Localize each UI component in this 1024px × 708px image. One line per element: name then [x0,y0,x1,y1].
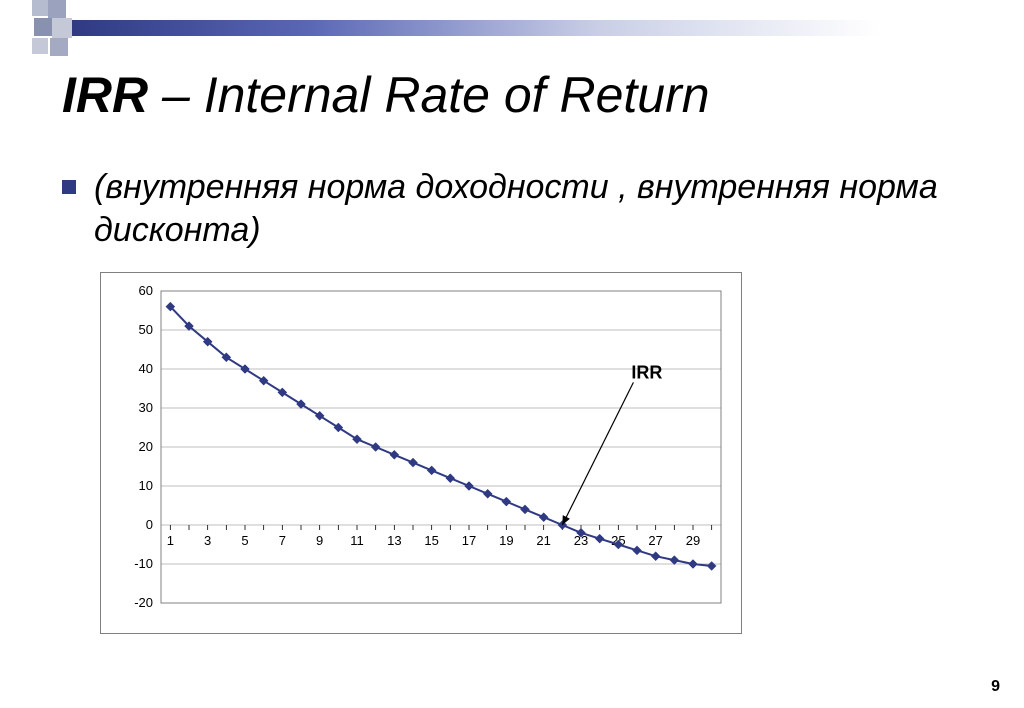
deco-square [50,38,68,56]
deco-square [32,38,48,54]
bullet-marker [62,180,76,194]
deco-square [48,0,66,18]
svg-text:30: 30 [139,400,153,415]
svg-text:10: 10 [139,478,153,493]
slide-number: 9 [991,678,1000,696]
chart-svg: -20-100102030405060135791113151719212325… [101,273,741,633]
svg-text:17: 17 [462,533,476,548]
svg-text:19: 19 [499,533,513,548]
slide-title: IRR – Internal Rate of Return [62,66,710,124]
svg-text:29: 29 [686,533,700,548]
svg-text:15: 15 [424,533,438,548]
svg-text:50: 50 [139,322,153,337]
deco-square [34,18,52,36]
svg-text:11: 11 [350,533,364,548]
svg-text:1: 1 [167,533,174,548]
bullet-text: (внутренняя норма доходности , внутрення… [94,166,974,251]
svg-text:9: 9 [316,533,323,548]
svg-text:0: 0 [146,517,153,532]
svg-text:3: 3 [204,533,211,548]
title-bold: IRR [62,67,148,123]
deco-square [52,18,72,38]
svg-text:IRR: IRR [631,362,662,382]
header-gradient-bar [72,20,1024,36]
deco-square [32,0,48,16]
header-decoration [0,0,1024,56]
svg-text:60: 60 [139,283,153,298]
bullet-row: (внутренняя норма доходности , внутрення… [62,166,974,251]
svg-text:21: 21 [536,533,550,548]
svg-text:13: 13 [387,533,401,548]
title-rest: – Internal Rate of Return [148,67,709,123]
svg-text:20: 20 [139,439,153,454]
svg-text:5: 5 [241,533,248,548]
svg-text:-10: -10 [134,556,153,571]
svg-text:27: 27 [648,533,662,548]
svg-text:7: 7 [279,533,286,548]
svg-text:-20: -20 [134,595,153,610]
svg-text:40: 40 [139,361,153,376]
irr-chart: -20-100102030405060135791113151719212325… [100,272,742,634]
